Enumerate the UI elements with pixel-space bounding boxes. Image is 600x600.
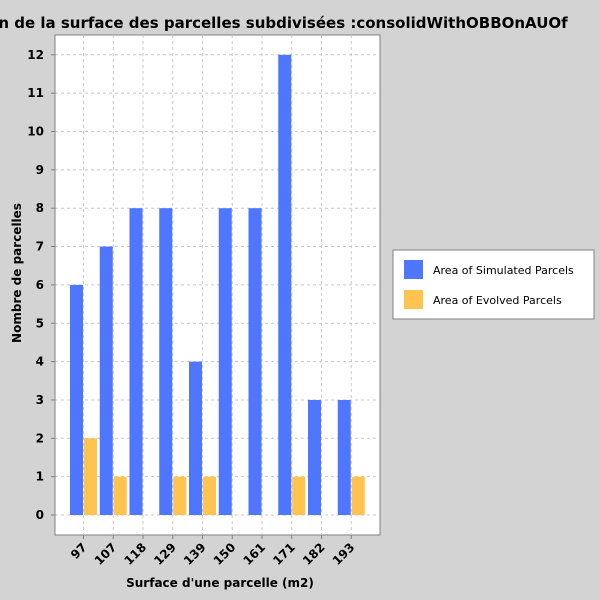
y-tick-label: 5 xyxy=(36,316,44,330)
y-tick-label: 2 xyxy=(36,431,44,445)
bar-evolved xyxy=(203,476,216,515)
y-tick-label: 1 xyxy=(36,470,44,484)
bar-evolved xyxy=(84,438,97,515)
x-tick-label: 97 xyxy=(68,540,90,562)
legend-swatch-evolved xyxy=(404,290,423,309)
x-tick-label: 150 xyxy=(211,540,239,568)
bar-simulated xyxy=(159,208,173,515)
legend-swatch-simulated xyxy=(404,260,423,279)
bar-simulated xyxy=(278,54,292,516)
x-tick-label: 139 xyxy=(181,540,209,568)
legend-label-evolved: Area of Evolved Parcels xyxy=(433,294,562,307)
chart-title: n de la surface des parcelles subdivisée… xyxy=(0,14,568,32)
y-tick-label: 6 xyxy=(36,278,44,292)
bar-simulated xyxy=(218,208,232,515)
x-tick-label: 107 xyxy=(92,540,120,568)
bar-evolved xyxy=(292,476,306,515)
legend-label-simulated: Area of Simulated Parcels xyxy=(433,264,574,277)
y-tick-label: 0 xyxy=(36,508,44,522)
x-tick-label: 182 xyxy=(300,540,328,568)
bar-simulated xyxy=(248,208,262,515)
y-tick-label: 8 xyxy=(36,201,44,215)
legend-box xyxy=(392,249,595,320)
y-tick-label: 12 xyxy=(27,48,44,62)
bars xyxy=(70,54,365,516)
bar-evolved xyxy=(113,476,127,515)
bar-simulated xyxy=(337,399,351,515)
grid-lines xyxy=(55,35,380,535)
x-tick-label: 118 xyxy=(121,540,149,568)
x-tick-label: 193 xyxy=(330,540,358,568)
y-tick-label: 7 xyxy=(36,240,44,254)
x-axis: 97 107 118 129 139 150 161 171 182 193 xyxy=(68,535,357,568)
bar-simulated xyxy=(99,246,113,516)
legend: Area of Simulated Parcels Area of Evolve… xyxy=(392,249,595,320)
x-tick-label: 171 xyxy=(270,540,298,568)
y-tick-label: 11 xyxy=(27,86,44,100)
y-tick-label: 4 xyxy=(36,355,44,369)
x-axis-title: Surface d'une parcelle (m2) xyxy=(126,576,314,590)
y-tick-label: 3 xyxy=(36,393,44,407)
y-tick-label: 10 xyxy=(27,125,44,139)
bar-simulated xyxy=(70,284,83,515)
bar-evolved xyxy=(173,476,187,515)
bar-simulated xyxy=(189,361,202,515)
bar-simulated xyxy=(129,208,143,515)
y-tick-label: 9 xyxy=(36,163,44,177)
bar-simulated xyxy=(308,399,321,515)
x-tick-label: 129 xyxy=(151,540,179,568)
y-axis-title: Nombre de parcelles xyxy=(10,203,24,343)
bar-evolved xyxy=(351,476,365,515)
x-tick-label: 161 xyxy=(240,540,268,568)
